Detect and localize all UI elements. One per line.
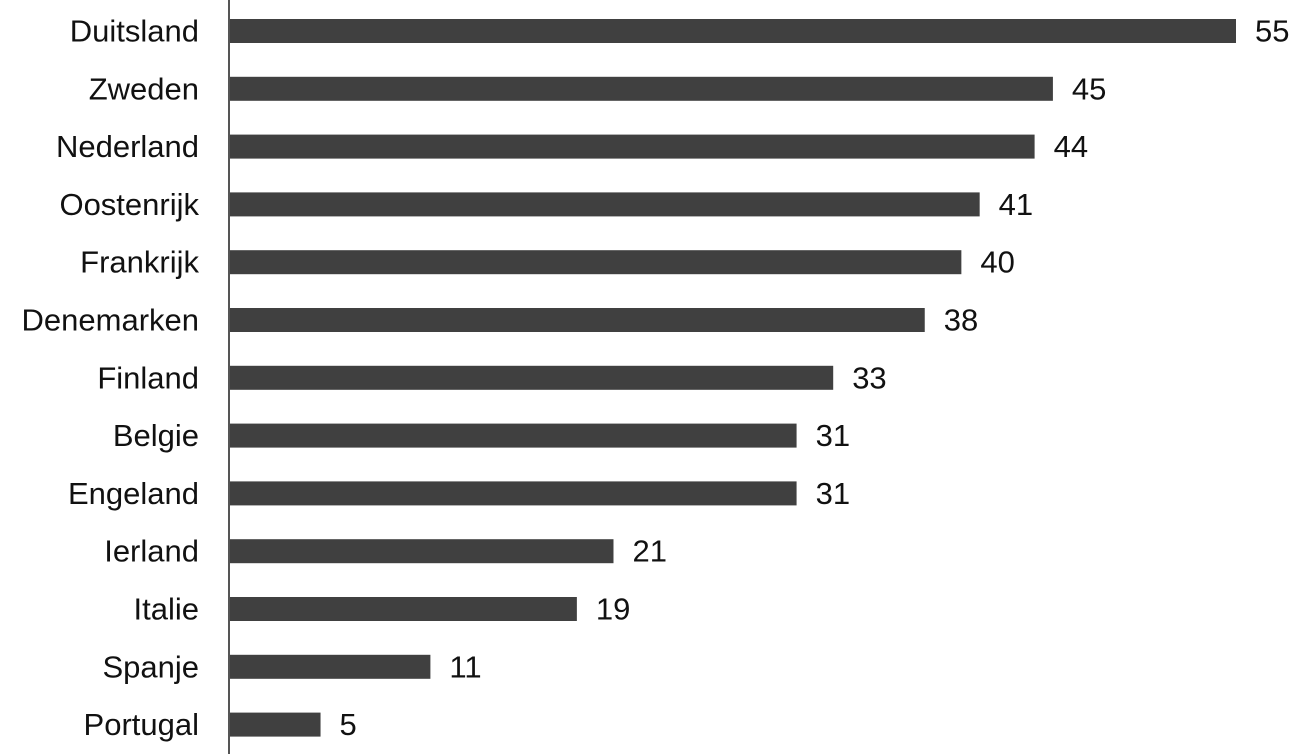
category-label-denemarken: Denemarken <box>22 303 199 338</box>
category-label-ierland: Ierland <box>104 534 199 569</box>
value-label-duitsland: 55 <box>1255 14 1289 49</box>
category-label-oostenrijk: Oostenrijk <box>59 187 199 222</box>
category-label-spanje: Spanje <box>102 649 199 684</box>
value-label-belgie: 31 <box>816 418 850 453</box>
category-label-belgie: Belgie <box>113 418 199 453</box>
bar-engeland <box>229 481 797 506</box>
value-label-denemarken: 38 <box>944 303 978 338</box>
category-label-finland: Finland <box>97 360 199 395</box>
value-label-engeland: 31 <box>816 476 850 511</box>
category-label-zweden: Zweden <box>89 71 199 106</box>
bar-denemarken <box>229 308 925 332</box>
bar-duitsland <box>229 19 1236 43</box>
bar-portugal <box>229 712 321 737</box>
category-labels-group: Duitsland Zweden Nederland Oostenrijk Frankr… <box>22 14 200 743</box>
bar-zweden <box>229 76 1053 101</box>
bar-belgie <box>229 423 797 448</box>
bars-group <box>229 19 1236 737</box>
bar-finland <box>229 365 834 390</box>
value-label-zweden: 45 <box>1072 71 1106 106</box>
bar-oostenrijk <box>229 192 980 217</box>
value-label-ierland: 21 <box>632 534 666 569</box>
value-label-portugal: 5 <box>340 707 357 742</box>
value-label-oostenrijk: 41 <box>999 187 1033 222</box>
bar-ierland <box>229 539 614 564</box>
value-label-nederland: 44 <box>1054 129 1088 164</box>
category-label-frankrijk: Frankrijk <box>80 245 199 280</box>
category-label-engeland: Engeland <box>68 476 199 511</box>
value-label-spanje: 11 <box>449 649 481 684</box>
value-label-italie: 19 <box>596 592 630 627</box>
category-label-duitsland: Duitsland <box>70 14 199 49</box>
bar-frankrijk <box>229 250 962 275</box>
category-label-portugal: Portugal <box>84 707 199 742</box>
value-label-frankrijk: 40 <box>980 245 1014 280</box>
bar-spanje <box>229 654 431 679</box>
category-label-italie: Italie <box>134 592 199 627</box>
bar-italie <box>229 597 577 621</box>
category-label-nederland: Nederland <box>56 129 199 164</box>
value-label-finland: 33 <box>852 360 886 395</box>
bar-nederland <box>229 134 1035 159</box>
